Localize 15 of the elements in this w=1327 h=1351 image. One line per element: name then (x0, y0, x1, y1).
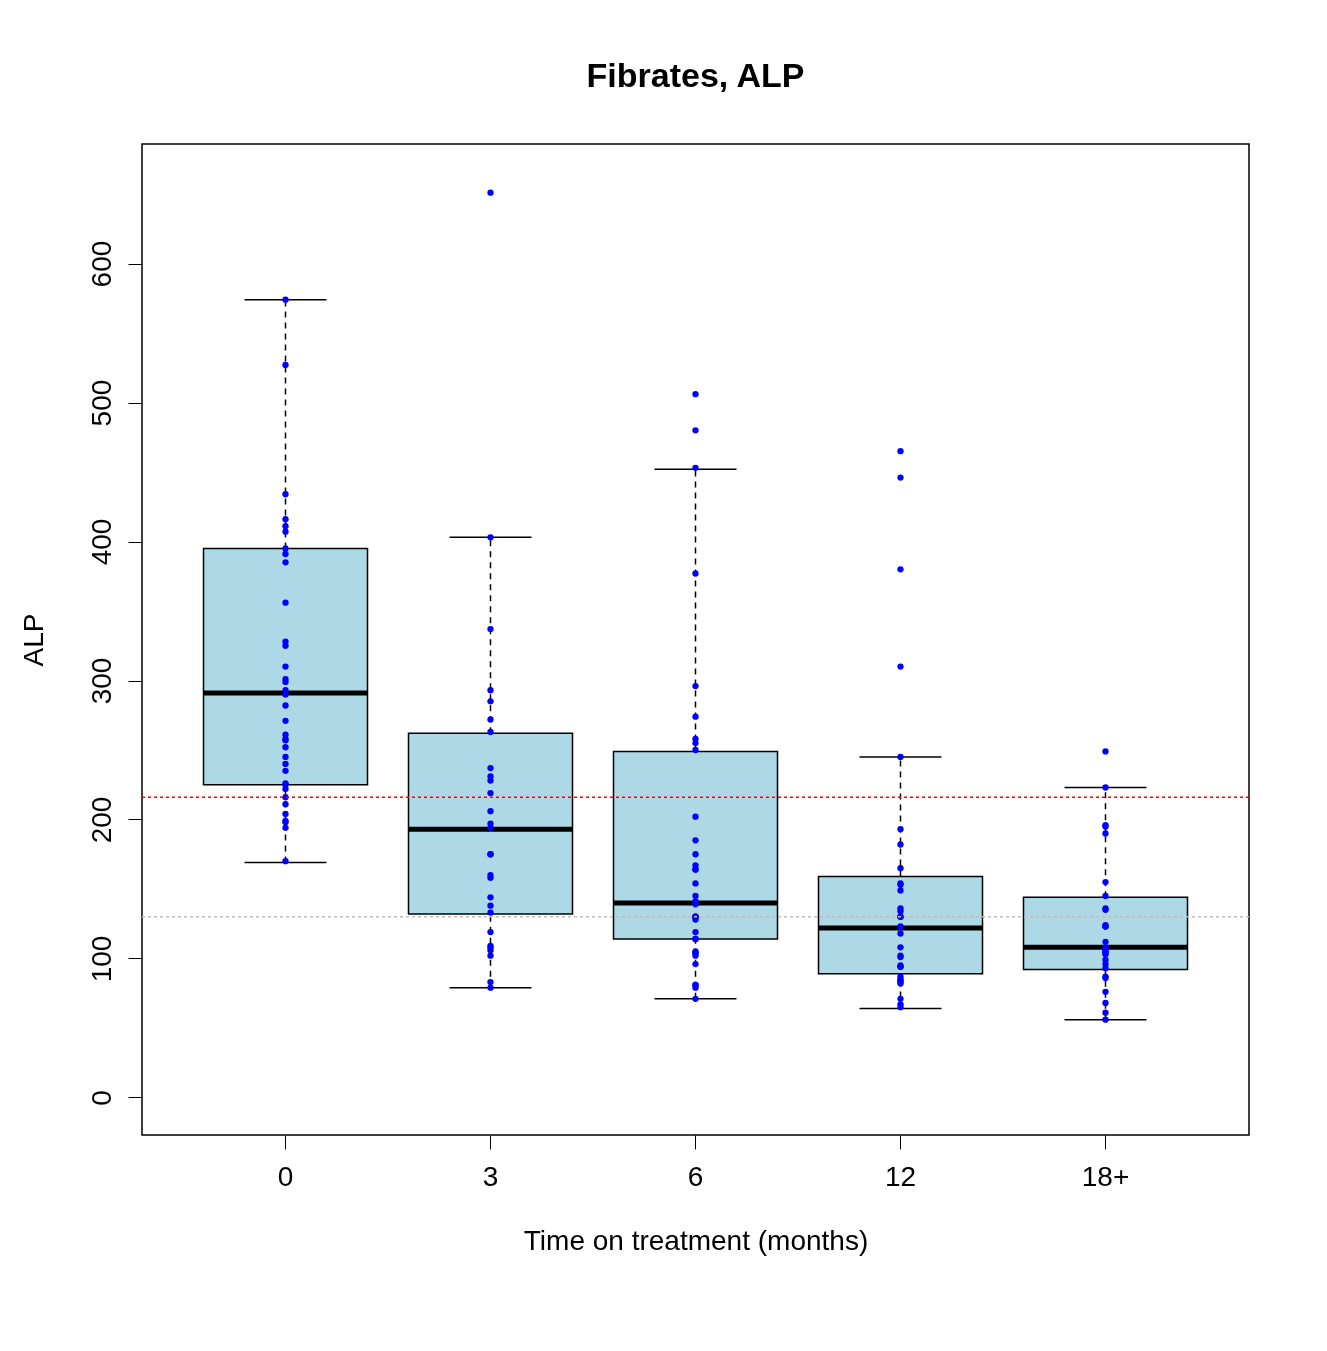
y-tick-label: 100 (85, 935, 117, 983)
y-tick-label: 600 (85, 240, 117, 288)
y-tick-label: 0 (85, 1090, 117, 1106)
x-tick-label: 0 (277, 1160, 294, 1192)
x-tick-label: 3 (482, 1160, 499, 1192)
y-tick-label: 200 (85, 796, 117, 844)
y-tick-label: 300 (85, 657, 117, 705)
x-tick-label: 6 (687, 1160, 704, 1192)
x-tick-label: 12 (884, 1160, 917, 1192)
y-tick-label: 500 (85, 379, 117, 427)
x-tick-label: 18+ (1081, 1160, 1130, 1192)
chart-title: Fibrates, ALP (586, 56, 805, 94)
x-axis-title: Time on treatment (months) (523, 1224, 869, 1256)
y-tick-label: 400 (85, 518, 117, 566)
y-axis-title: ALP (17, 613, 49, 667)
